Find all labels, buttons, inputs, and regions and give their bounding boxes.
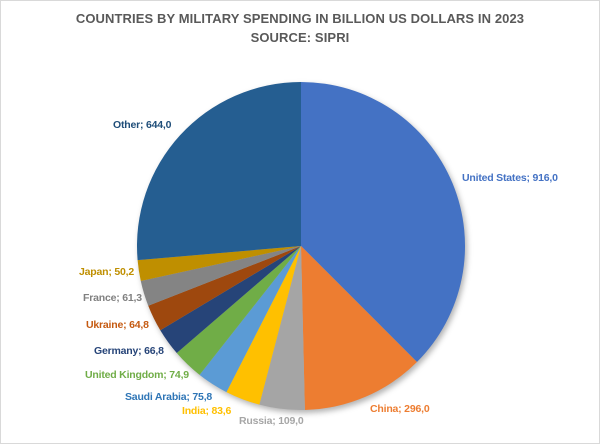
data-label-saudi-arabia: Saudi Arabia; 75,8 bbox=[125, 391, 213, 403]
data-label-germany: Germany; 66,8 bbox=[94, 345, 164, 357]
pie-slice-united-kingdom[interactable] bbox=[176, 246, 301, 375]
pie-slice-china[interactable] bbox=[301, 246, 417, 410]
data-label-united-states: United States; 916,0 bbox=[462, 172, 558, 184]
pie-slice-japan[interactable] bbox=[137, 246, 301, 281]
pie-slice-ukraine[interactable] bbox=[148, 246, 301, 331]
data-label-other: Other; 644,0 bbox=[113, 119, 172, 131]
pie-slice-russia[interactable] bbox=[259, 246, 305, 410]
chart-title-line2: SOURCE: SIPRI bbox=[250, 30, 350, 45]
data-label-ukraine: Ukraine; 64,8 bbox=[86, 319, 149, 331]
chart-title: COUNTRIES BY MILITARY SPENDING IN BILLIO… bbox=[1, 9, 599, 47]
pie-slice-germany[interactable] bbox=[160, 246, 301, 354]
data-label-india: India; 83,6 bbox=[182, 405, 232, 417]
pie-slice-france[interactable] bbox=[140, 246, 301, 306]
chart-title-line1: COUNTRIES BY MILITARY SPENDING IN BILLIO… bbox=[75, 11, 525, 26]
data-label-france: France; 61,3 bbox=[83, 292, 142, 304]
data-label-china: China; 296,0 bbox=[370, 403, 430, 415]
pie-slice-saudi-arabia[interactable] bbox=[199, 246, 301, 393]
pie-slice-united-states[interactable] bbox=[301, 82, 466, 362]
data-label-japan: Japan; 50,2 bbox=[79, 266, 134, 278]
data-label-russia: Russia; 109,0 bbox=[239, 415, 304, 427]
pie-slice-india[interactable] bbox=[226, 246, 301, 405]
pie-slice-other[interactable] bbox=[137, 82, 301, 261]
data-label-united-kingdom: United Kingdom; 74,9 bbox=[85, 369, 189, 381]
